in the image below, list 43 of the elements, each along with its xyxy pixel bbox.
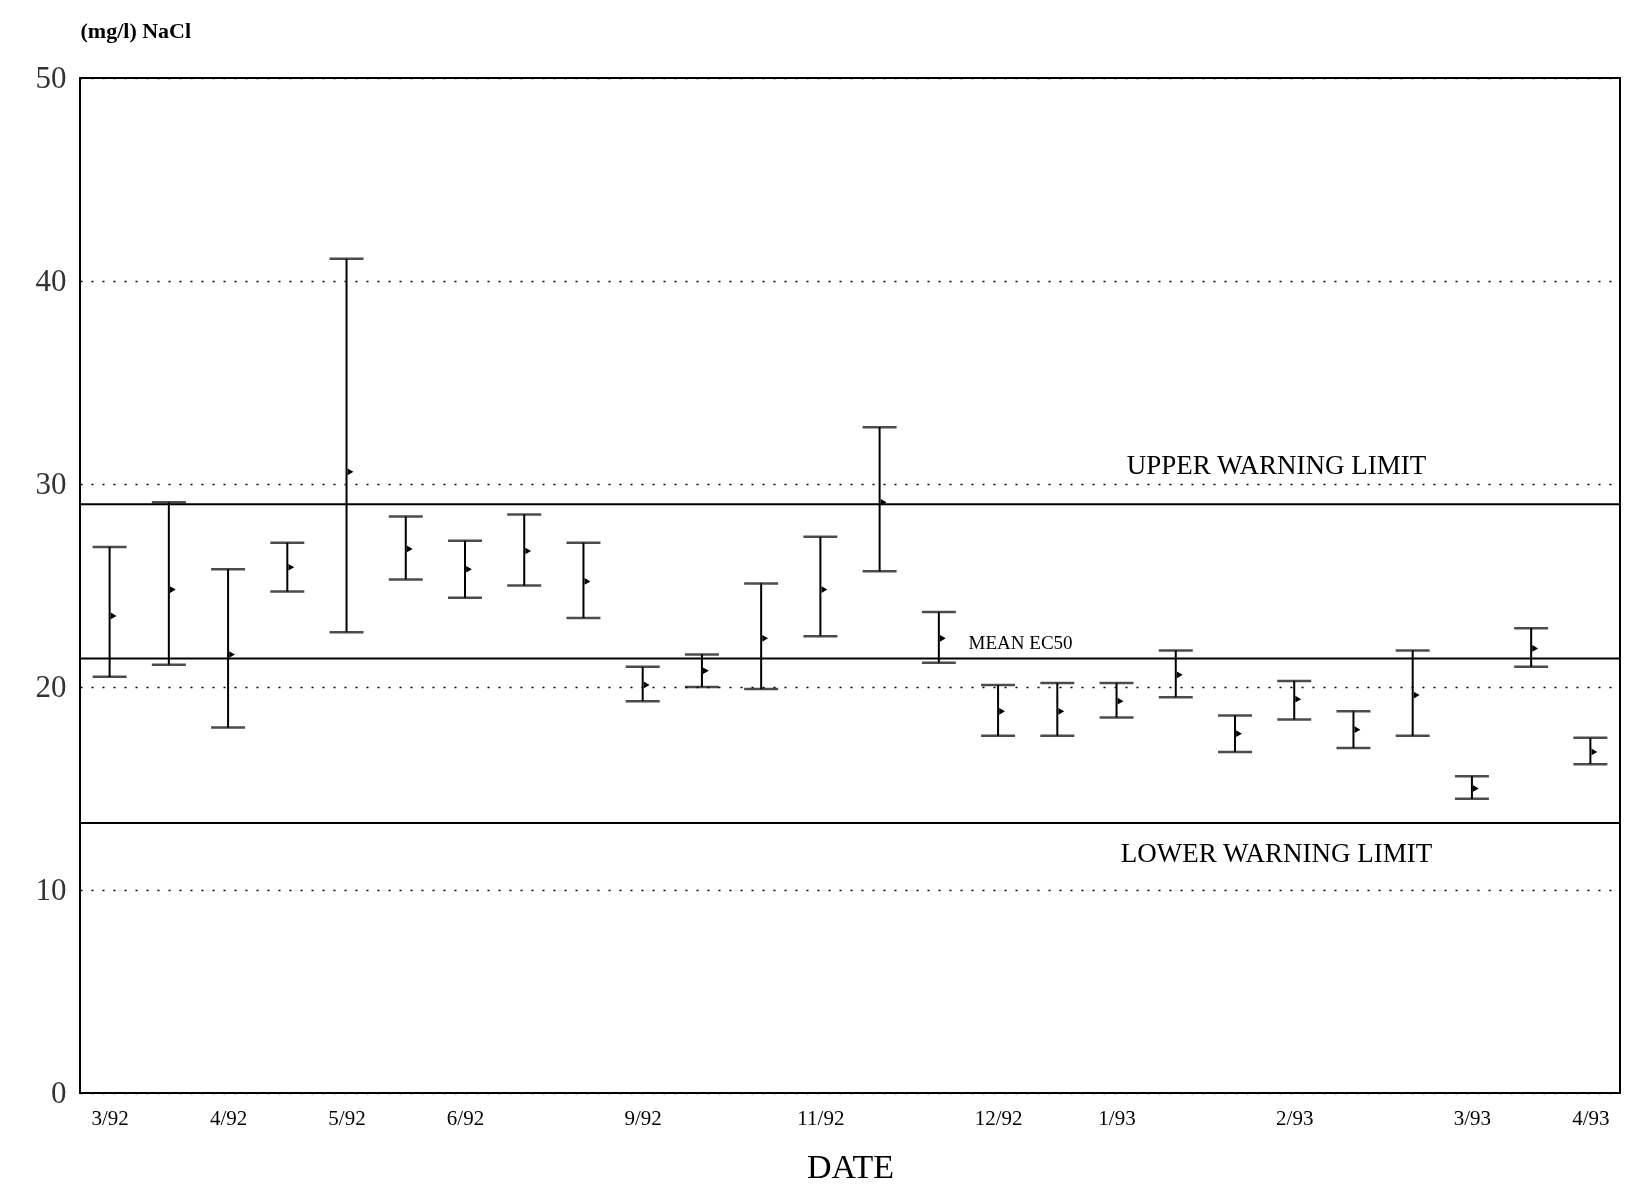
ref-line-label: MEAN EC50: [968, 631, 1073, 653]
x-tick-label: 9/92: [624, 1105, 662, 1130]
ref-line-label: LOWER WARNING LIMIT: [1120, 838, 1433, 869]
point: [762, 634, 769, 642]
y-tick-label: 40: [35, 262, 67, 298]
y-tick-label: 20: [35, 668, 67, 704]
point: [1532, 645, 1539, 652]
y-tick-label: 30: [35, 465, 67, 501]
point: [1591, 748, 1598, 756]
point: [999, 708, 1005, 715]
point: [288, 563, 295, 571]
x-tick-label: 1/93: [1098, 1105, 1136, 1130]
point: [1295, 695, 1302, 703]
y-tick-label: 0: [51, 1074, 67, 1110]
x-tick-label: 6/92: [446, 1105, 485, 1130]
y-axis-title: (mg/l) NaCl: [80, 17, 192, 43]
point: [1058, 708, 1065, 715]
point: [821, 586, 828, 593]
x-tick-label: 4/93: [1572, 1105, 1610, 1130]
x-axis-title: DATE: [807, 1147, 894, 1185]
point: [525, 547, 532, 555]
x-tick-label: 12/92: [974, 1105, 1023, 1130]
x-tick-label: 3/92: [91, 1105, 129, 1130]
y-tick-label: 10: [35, 871, 67, 907]
point: [229, 651, 235, 658]
point: [406, 545, 413, 553]
point: [1413, 691, 1420, 699]
point: [466, 565, 472, 573]
point: [703, 667, 709, 675]
point: [939, 634, 946, 642]
y-tick-label: 50: [35, 59, 67, 95]
x-tick-label: 4/92: [209, 1105, 248, 1130]
point: [110, 612, 117, 620]
point: [1473, 785, 1479, 792]
x-tick-label: 2/93: [1276, 1105, 1314, 1130]
x-tick-label: 5/92: [328, 1105, 366, 1130]
point: [643, 681, 650, 689]
point: [1236, 730, 1242, 738]
x-tick-label: 3/93: [1453, 1105, 1492, 1130]
point: [169, 586, 176, 593]
x-tick-label: 11/92: [797, 1105, 845, 1130]
point: [1176, 671, 1183, 679]
ref-line-label: UPPER WARNING LIMIT: [1126, 450, 1427, 481]
